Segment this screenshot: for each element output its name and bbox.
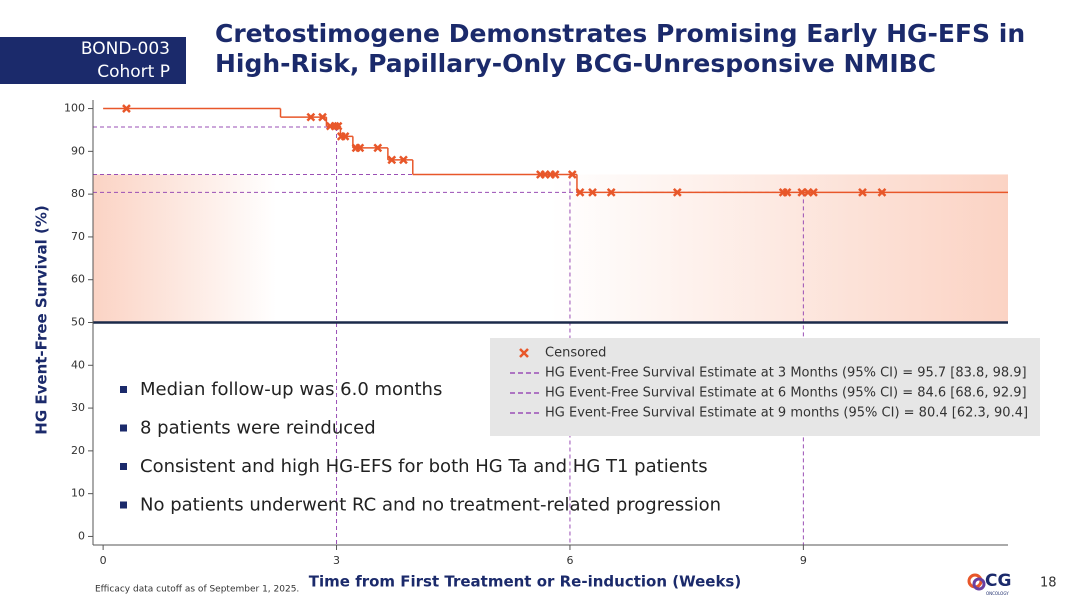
bullet-text: 8 patients were reinduced [140,418,376,439]
page-number: 18 [1040,576,1057,591]
y-tick-label: 20 [71,444,85,457]
bullet-marker [120,424,127,432]
bullet-text: No patients underwent RC and no treatmen… [140,495,721,516]
y-tick-label: 30 [71,401,85,414]
y-tick-label: 50 [71,316,85,329]
censor-mark [567,170,577,179]
shaded-band [93,174,1008,323]
legend-label: HG Event-Free Survival Estimate at 3 Mon… [545,366,1027,381]
censor-mark [340,131,350,141]
slide-title: Cretostimogene Demonstrates Promising Ea… [215,19,1025,48]
y-tick-label: 60 [71,273,85,286]
x-tick-label: 0 [100,554,107,567]
y-tick-label: 40 [71,358,85,371]
censor-mark [672,188,682,197]
plot: 0 10 20 30 40 50 60 70 80 90 100 0 3 6 9 Time from Firs… [33,100,1008,591]
y-tick-label: 100 [64,102,85,115]
legend-box [490,338,1040,436]
bullet-text: Consistent and high HG-EFS for both HG T… [140,456,708,477]
legend-label: HG Event-Free Survival Estimate at 9 mon… [545,406,1028,421]
bullet-marker [120,463,127,470]
censor-mark [373,143,383,153]
x-tick-label: 6 [566,554,573,567]
bullet-marker [120,501,127,509]
censor-mark [809,188,818,197]
y-tick-label: 80 [71,187,85,200]
badge-text: BOND-003 [81,39,170,59]
footnote: Efficacy data cutoff as of September 1, … [95,585,299,595]
logo-sub: ONCOLOGY [986,591,1009,596]
y-axis-label: HG Event-Free Survival (%) [33,205,51,434]
censor-mark [606,188,616,197]
y-tick-label: 90 [71,144,85,157]
y-tick-label: 0 [78,529,85,542]
legend-label: HG Event-Free Survival Estimate at 6 Mon… [545,386,1027,401]
legend-marker [519,348,529,358]
x-tick-label: 9 [800,554,807,567]
censor-mark [877,188,887,197]
x-tick-label: 3 [333,554,340,567]
censor-mark [588,188,597,197]
overlay: Censored HG Event-Free Survival Estimate … [120,338,1040,516]
badge-text: Cohort P [97,62,170,82]
censor-mark [387,155,397,165]
censor-mark [782,188,792,197]
censor-mark [858,188,867,197]
y-tick-label: 70 [71,230,85,243]
legend-label: Censored [545,346,606,361]
x-axis-label: Time from First Treatment or Re-inductio… [309,573,741,591]
censor-mark [333,121,343,131]
bullet-marker [120,386,127,393]
logo-mark [972,577,986,591]
censor-mark [318,112,327,122]
censor-mark [399,155,408,165]
censor-mark [575,188,585,197]
slide-title: High-Risk, Papillary-Only BCG-Unresponsi… [215,49,936,78]
censor-mark [306,112,316,122]
bullet-text: Median follow-up was 6.0 months [140,379,442,400]
censor-mark [355,143,365,153]
y-tick-label: 10 [71,487,85,500]
censor-mark [550,170,560,179]
badge-box [0,37,186,84]
censor-mark [122,104,131,113]
logo-text: CG [985,571,1011,591]
